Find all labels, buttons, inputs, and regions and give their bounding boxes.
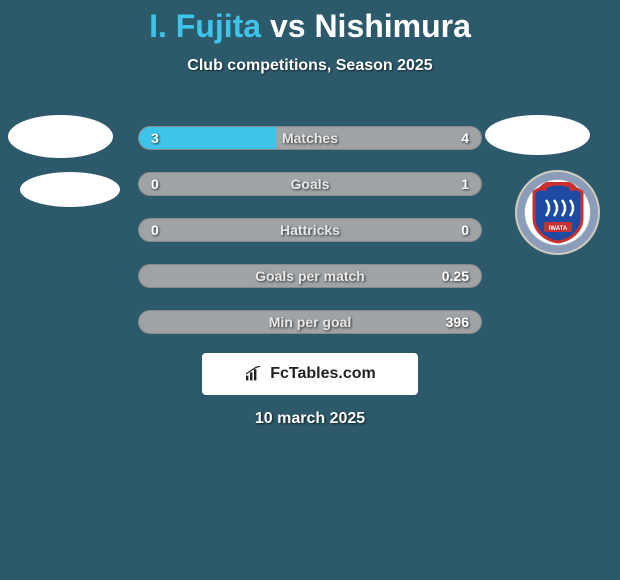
player2-club-crest: IWATA — [515, 170, 600, 255]
stats-container: 3 Matches 4 0 Goals 1 0 Hattricks 0 Goals per mat… — [138, 126, 482, 356]
stat-value-right: 4 — [461, 130, 469, 146]
player1-name: I. Fujita — [149, 8, 261, 44]
watermark-text: FcTables.com — [270, 365, 376, 383]
subtitle: Club competitions, Season 2025 — [0, 57, 620, 75]
stat-label: Goals — [291, 176, 330, 192]
stat-value-left: 0 — [151, 176, 159, 192]
stat-value-left: 0 — [151, 222, 159, 238]
stat-row: 0 Hattricks 0 — [138, 218, 482, 242]
chart-icon — [244, 366, 264, 382]
stat-row: Goals per match 0.25 — [138, 264, 482, 288]
vs-separator: vs — [270, 8, 306, 44]
stat-row: 0 Goals 1 — [138, 172, 482, 196]
stat-row: 3 Matches 4 — [138, 126, 482, 150]
comparison-title: I. Fujita vs Nishimura — [0, 0, 620, 45]
date: 10 march 2025 — [255, 410, 365, 428]
club-crest-icon: IWATA — [530, 182, 586, 244]
stat-fill-left — [139, 127, 276, 149]
stat-label: Matches — [282, 130, 338, 146]
player1-avatar-placeholder — [8, 115, 113, 158]
stat-label: Min per goal — [269, 314, 351, 330]
stat-value-right: 396 — [446, 314, 469, 330]
stat-row: Min per goal 396 — [138, 310, 482, 334]
player2-avatar-placeholder — [485, 115, 590, 155]
player1-club-placeholder — [20, 172, 120, 207]
stat-label: Hattricks — [280, 222, 340, 238]
svg-text:IWATA: IWATA — [548, 226, 567, 232]
stat-value-right: 0.25 — [442, 268, 469, 284]
stat-label: Goals per match — [255, 268, 365, 284]
stat-value-right: 0 — [461, 222, 469, 238]
stat-value-left: 3 — [151, 130, 159, 146]
watermark: FcTables.com — [202, 353, 418, 395]
stat-value-right: 1 — [461, 176, 469, 192]
player2-name: Nishimura — [314, 8, 470, 44]
